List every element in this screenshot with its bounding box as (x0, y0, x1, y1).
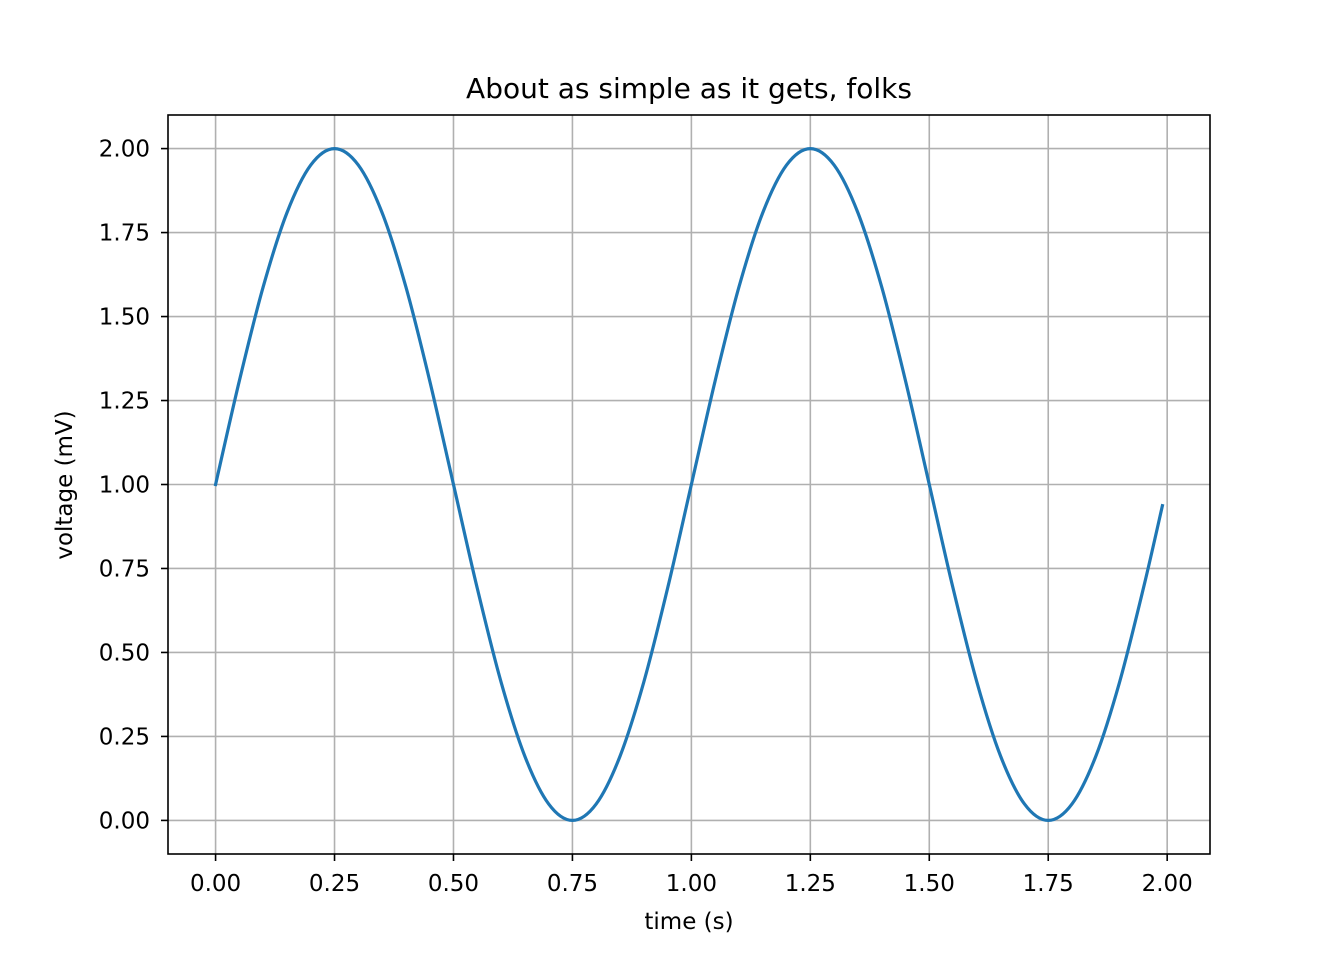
x-tick-label: 1.75 (1023, 871, 1074, 897)
x-axis-label: time (s) (644, 909, 733, 935)
y-tick-label: 1.75 (99, 221, 150, 247)
x-tick-label: 1.00 (666, 871, 717, 897)
y-tick-label: 0.75 (99, 556, 150, 582)
y-tick-label: 0.25 (99, 724, 150, 750)
y-axis-label: voltage (mV) (52, 410, 78, 559)
x-tick-label: 1.25 (785, 871, 836, 897)
y-tick-label: 1.00 (99, 473, 150, 499)
x-tick-label: 0.50 (428, 871, 479, 897)
series-line (213, 146, 1165, 823)
x-tick-label: 1.50 (904, 871, 955, 897)
y-tick-label: 1.25 (99, 389, 150, 415)
x-axis-ticks: 0.00 0.25 0.50 0.75 1.00 1.25 1.50 1.75 2.00 (190, 854, 1193, 897)
y-tick-label: 0.50 (99, 640, 150, 666)
x-tick-label: 2.00 (1142, 871, 1193, 897)
y-tick-label: 0.00 (99, 808, 150, 834)
x-tick-label: 0.00 (190, 871, 241, 897)
y-tick-label: 2.00 (99, 137, 150, 163)
y-tick-label: 1.50 (99, 305, 150, 331)
x-tick-label: 0.75 (547, 871, 598, 897)
series-layer (213, 146, 1165, 823)
y-axis-ticks: 0.00 0.25 0.50 0.75 1.00 1.25 1.50 1.75 2.00 (99, 137, 168, 834)
x-tick-label: 0.25 (309, 871, 360, 897)
chart-title: About as simple as it gets, folks (466, 72, 912, 105)
